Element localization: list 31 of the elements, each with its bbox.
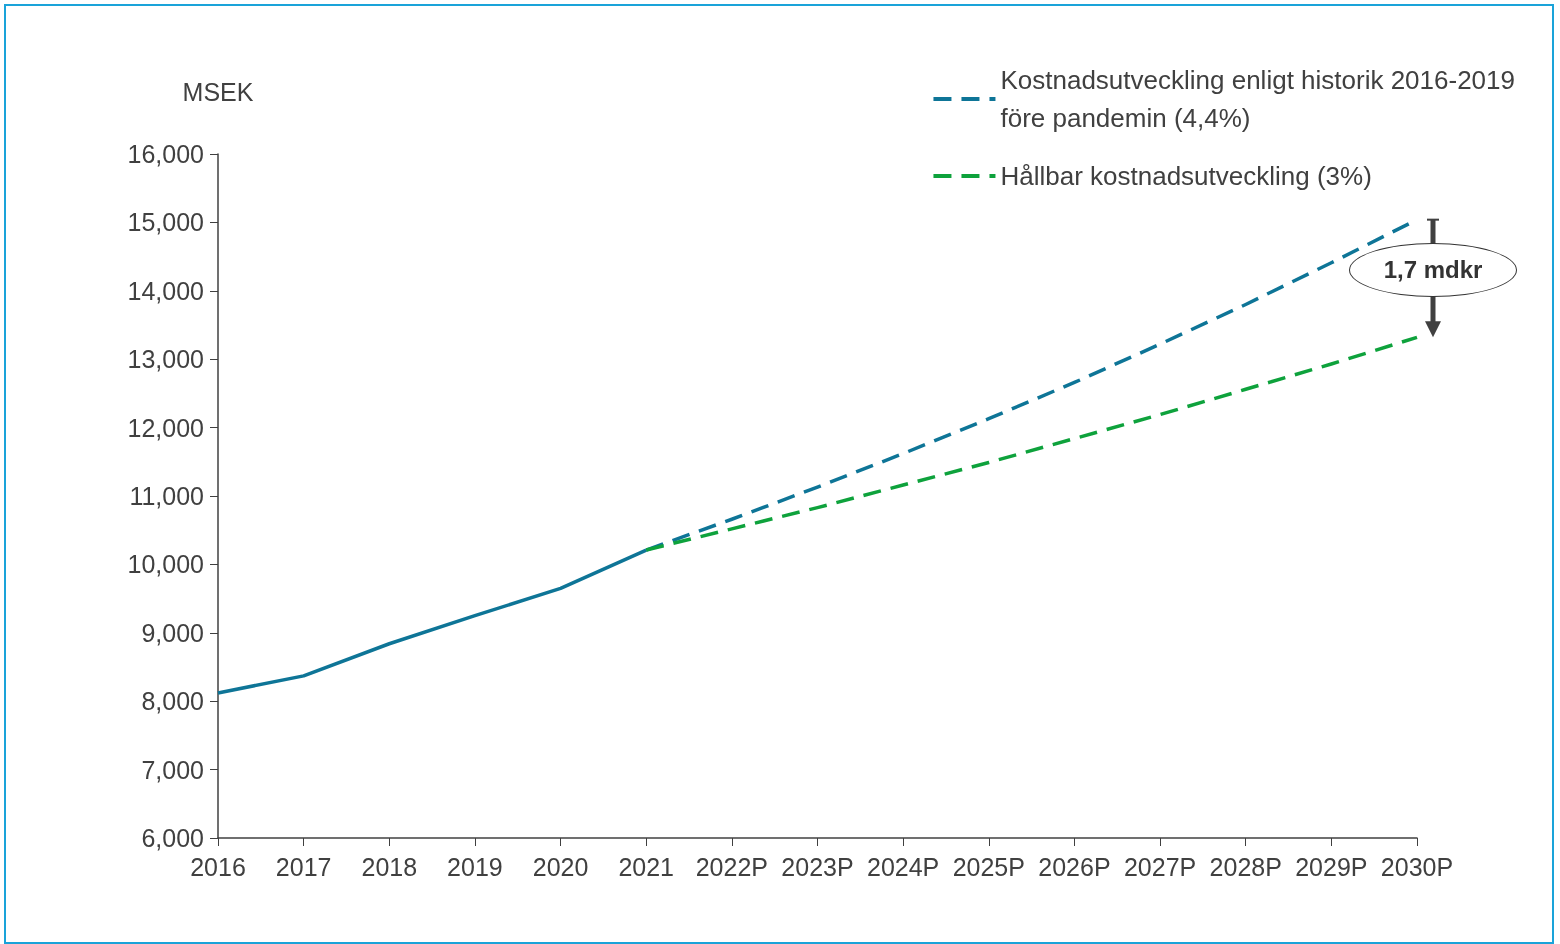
- y-tick-label: 7,000: [141, 755, 204, 784]
- y-tick-label: 16,000: [127, 140, 204, 168]
- x-tick-label: 2021: [618, 852, 675, 881]
- y-tick-label: 6,000: [141, 824, 204, 852]
- x-tick-label: 2027P: [1123, 852, 1197, 881]
- x-tick-label: 2018: [361, 852, 418, 881]
- y-tick-label: 9,000: [141, 618, 204, 647]
- x-tick-label: 2019: [447, 852, 503, 881]
- x-tick-label: 2023P: [781, 852, 854, 881]
- y-tick-label: 14,000: [127, 276, 204, 305]
- legend-label: Hållbar kostnadsutveckling (3%): [1000, 161, 1372, 191]
- y-tick-label: 11,000: [129, 482, 204, 510]
- annotation: 1,7 mdkr: [1349, 243, 1517, 298]
- y-tick-label: 12,000: [127, 413, 204, 442]
- y-tick-label: 8,000: [141, 687, 204, 716]
- x-tick-label: 2026P: [1038, 852, 1111, 881]
- x-tick-label: 2025P: [952, 852, 1025, 881]
- x-tick-label: 2030P: [1380, 852, 1454, 881]
- line-series: [644, 335, 1419, 552]
- y-axis-title: MSEK: [182, 77, 254, 106]
- x-tick-label: 2016: [190, 852, 246, 881]
- y-tick-label: 15,000: [127, 208, 204, 237]
- x-tick-label: 2017: [275, 852, 332, 881]
- legend-label: Kostnadsutveckling enligt historik 2016-2019 före pandemin (4,4%): [1000, 65, 1516, 133]
- x-tick-label: 2022P: [695, 852, 769, 881]
- x-tick-label: 2028P: [1209, 852, 1282, 881]
- y-tick-label: 10,000: [127, 550, 204, 579]
- x-tick-label: 2020: [532, 852, 589, 881]
- x-tick-label: 2029P: [1295, 852, 1368, 881]
- x-tick-label: 2024P: [866, 852, 940, 881]
- y-tick-label: 13,000: [127, 345, 204, 374]
